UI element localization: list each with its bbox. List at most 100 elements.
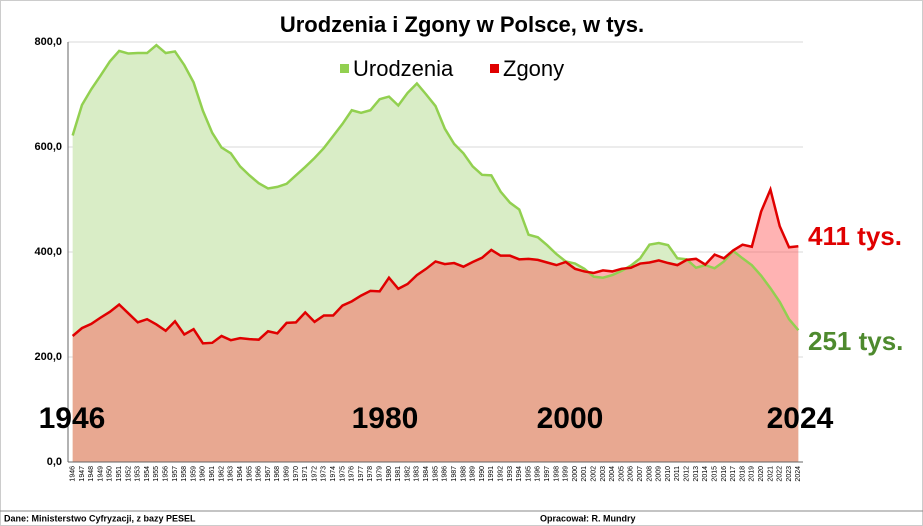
- x-tick-label: 1958: [181, 466, 188, 482]
- x-tick-label: 1998: [553, 466, 560, 482]
- x-tick-label: 1952: [125, 466, 132, 482]
- x-tick-label: 2009: [656, 466, 663, 482]
- x-tick-label: 1988: [460, 466, 467, 482]
- x-tick-label: 1961: [209, 466, 216, 482]
- x-tick-label: 1963: [228, 466, 235, 482]
- x-tick-label: 2014: [702, 466, 709, 482]
- x-tick-label: 1984: [423, 466, 430, 482]
- x-tick-label: 2012: [684, 466, 691, 482]
- source: Dane: Ministerstwo Cyfryzacji, z bazy PE…: [4, 513, 196, 523]
- x-tick-label: 1979: [377, 466, 384, 482]
- x-tick-label: 1964: [237, 466, 244, 482]
- x-tick-label: 1999: [563, 466, 570, 482]
- x-tick-label: 1986: [442, 466, 449, 482]
- x-tick-label: 1982: [404, 466, 411, 482]
- y-tick-label: 400,0: [34, 246, 62, 258]
- x-tick-label: 1980: [386, 466, 393, 482]
- x-tick-label: 2000: [572, 466, 579, 482]
- annotation: 1946: [39, 402, 106, 435]
- x-tick-label: 2015: [711, 466, 718, 482]
- x-tick-label: 1968: [274, 466, 281, 482]
- x-tick-label: 1951: [116, 466, 123, 482]
- x-tick-label: 1954: [144, 466, 151, 482]
- y-tick-label: 800,0: [34, 36, 62, 48]
- y-tick-label: 200,0: [34, 351, 62, 363]
- y-tick-label: 0,0: [47, 456, 62, 468]
- line: [71, 185, 799, 345]
- x-tick-label: 2022: [777, 466, 784, 482]
- x-tick-label: 2023: [786, 466, 793, 482]
- x-tick-label: 1969: [283, 466, 290, 482]
- x-tick-label: 1948: [88, 466, 95, 482]
- legend-label: Urodzenia: [353, 56, 454, 81]
- line: [71, 43, 800, 332]
- x-tick-label: 2001: [581, 466, 588, 482]
- annotation: 1980: [352, 402, 419, 435]
- x-tick-label: 1949: [97, 466, 104, 482]
- x-tick-label: 1987: [451, 466, 458, 482]
- x-tick-label: 1991: [488, 466, 495, 482]
- x-tick-label: 2011: [674, 466, 681, 481]
- x-tick-label: 1974: [330, 466, 337, 482]
- x-tick-label: 2003: [600, 466, 607, 482]
- x-tick-label: 1962: [218, 466, 225, 482]
- legend-swatch: [490, 64, 499, 73]
- x-tick-label: 1994: [516, 466, 523, 482]
- x-tick-label: 1947: [79, 466, 86, 482]
- x-tick-label: 1997: [544, 466, 551, 482]
- x-tick-label: 1957: [172, 466, 179, 482]
- x-tick-label: 2006: [628, 466, 635, 482]
- x-tick-label: 2024: [795, 466, 802, 482]
- end-label: 411 tys.: [808, 221, 902, 251]
- x-tick-label: 1978: [367, 466, 374, 482]
- author: Opracował: R. Mundry: [540, 513, 636, 523]
- x-tick-label: 1981: [395, 466, 402, 482]
- x-tick-label: 2018: [739, 466, 746, 482]
- annotation: 2000: [537, 402, 604, 435]
- x-tick-label: 2004: [609, 466, 616, 482]
- x-tick-label: 1953: [135, 466, 142, 482]
- x-tick-label: 1995: [525, 466, 532, 482]
- x-tick-label: 1985: [432, 466, 439, 482]
- x-tick-label: 1959: [190, 466, 197, 482]
- x-tick-label: 1950: [107, 466, 114, 482]
- x-tick-label: 2016: [721, 466, 728, 482]
- legend-swatch: [340, 64, 349, 73]
- legend-label: Zgony: [503, 56, 564, 81]
- x-tick-label: 1960: [200, 466, 207, 482]
- x-tick-label: 1976: [349, 466, 356, 482]
- annotation: 2024: [767, 402, 834, 435]
- area: [72, 45, 799, 463]
- x-tick-label: 1970: [293, 466, 300, 482]
- x-tick-label: 1966: [256, 466, 263, 482]
- x-tick-label: 2005: [618, 466, 625, 482]
- x-tick-label: 2008: [646, 466, 653, 482]
- x-tick-label: 2010: [665, 466, 672, 482]
- x-tick-label: 1955: [153, 466, 160, 482]
- x-tick-label: 1971: [302, 466, 309, 482]
- x-tick-label: 2021: [767, 466, 774, 482]
- x-tick-label: 1956: [163, 466, 170, 482]
- x-tick-label: 2013: [693, 466, 700, 482]
- x-tick-label: 2007: [637, 466, 644, 482]
- end-label: 251 tys.: [808, 326, 903, 356]
- x-tick-label: 1973: [321, 466, 328, 482]
- x-tick-label: 1989: [470, 466, 477, 482]
- x-tick-label: 2002: [591, 466, 598, 482]
- area: [72, 189, 799, 462]
- x-tick-label: 1965: [246, 466, 253, 482]
- x-tick-label: 2020: [758, 466, 765, 482]
- x-tick-label: 2019: [749, 466, 756, 482]
- x-tick-label: 1972: [311, 466, 318, 482]
- chart-title: Urodzenia i Zgony w Polsce, w tys.: [280, 12, 644, 37]
- x-tick-label: 1990: [479, 466, 486, 482]
- x-tick-label: 1983: [414, 466, 421, 482]
- x-tick-label: 2017: [730, 466, 737, 482]
- x-tick-label: 1967: [265, 466, 272, 482]
- x-tick-label: 1946: [69, 466, 76, 482]
- x-tick-label: 1993: [507, 466, 514, 482]
- x-tick-label: 1977: [358, 466, 365, 482]
- y-tick-label: 600,0: [34, 141, 62, 153]
- x-tick-label: 1975: [339, 466, 346, 482]
